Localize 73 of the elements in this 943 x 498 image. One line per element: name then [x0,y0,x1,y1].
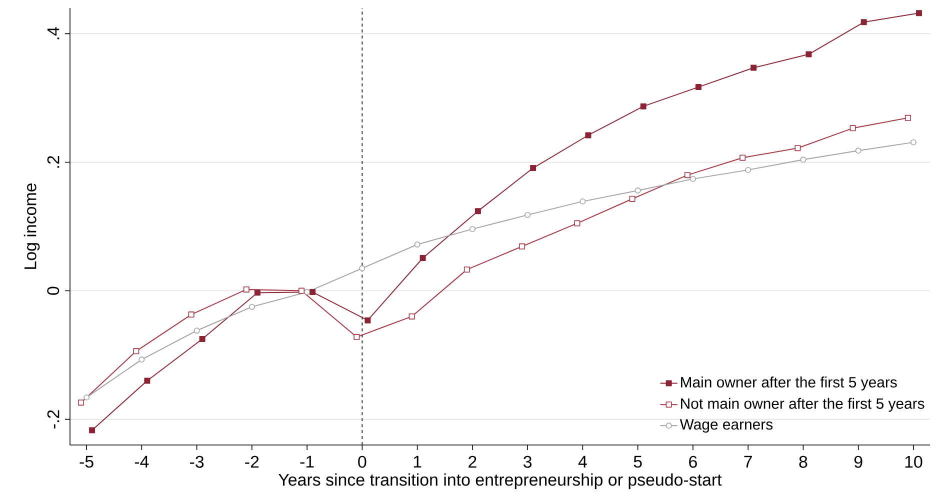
point [420,255,426,261]
point [530,165,536,172]
point [133,348,140,354]
y-tick-label: .4 [48,27,60,40]
point [359,265,366,272]
point [580,198,586,204]
point [414,242,420,248]
point [310,289,316,296]
point [910,139,916,146]
point [850,125,856,132]
point [304,289,310,296]
point [78,400,84,406]
point [745,166,752,173]
point [794,145,801,152]
x-tick-label: -5 [80,456,94,468]
x-tick-label: 2 [468,456,476,468]
y-tick-label: -.2 [47,410,60,428]
x-tick-label: 1 [414,456,422,468]
point [519,243,526,250]
x-tick-label: 8 [799,456,808,468]
point [800,156,806,163]
point [188,312,194,318]
x-tick-label: 6 [689,456,697,468]
x-tick-label: 9 [854,456,862,468]
point [574,220,580,226]
legend-label: Wage earners [680,419,773,433]
point [144,378,150,384]
point [855,148,862,154]
point [254,290,260,296]
point [684,172,690,178]
point [138,356,145,363]
x-tick-label: -1 [300,456,314,468]
point [690,176,696,182]
point [695,84,702,90]
point [629,196,636,202]
point [474,208,481,214]
point [740,154,746,161]
point [84,394,90,400]
point [298,288,305,294]
x-tick-label: 0 [358,456,366,468]
point [916,10,922,16]
point [199,336,206,342]
x-tick-label: -3 [190,456,204,468]
legend-label: Main owner after the first 5 years [681,376,897,390]
point [585,132,592,138]
x-tick-label: 7 [744,456,752,468]
point [640,103,646,110]
y-tick-label: .2 [47,156,60,168]
x-tick-label: 5 [634,456,642,468]
x-tick-label: 4 [578,456,587,468]
point [194,328,200,334]
x-tick-label: -2 [245,456,259,468]
y-axis-title: Log income [24,183,40,269]
point [904,114,911,121]
x-tick-label: -4 [134,456,149,468]
point [408,313,415,320]
point [860,19,867,26]
point [354,334,360,340]
x-axis-title: Years since transition into entrepreneurship or pseudo-start [278,473,722,490]
x-tick-label: 10 [905,456,922,468]
point [243,286,250,292]
y-tick-label: 0 [47,286,60,295]
point [469,226,476,232]
x-tick-label: 3 [524,456,532,468]
point [464,266,470,273]
point [89,427,96,434]
point [524,212,531,218]
point [750,64,757,71]
point [248,304,255,310]
point [634,188,641,194]
legend-label: Not main owner after the first 5 years [681,398,924,412]
point [806,51,812,58]
point [364,317,371,324]
